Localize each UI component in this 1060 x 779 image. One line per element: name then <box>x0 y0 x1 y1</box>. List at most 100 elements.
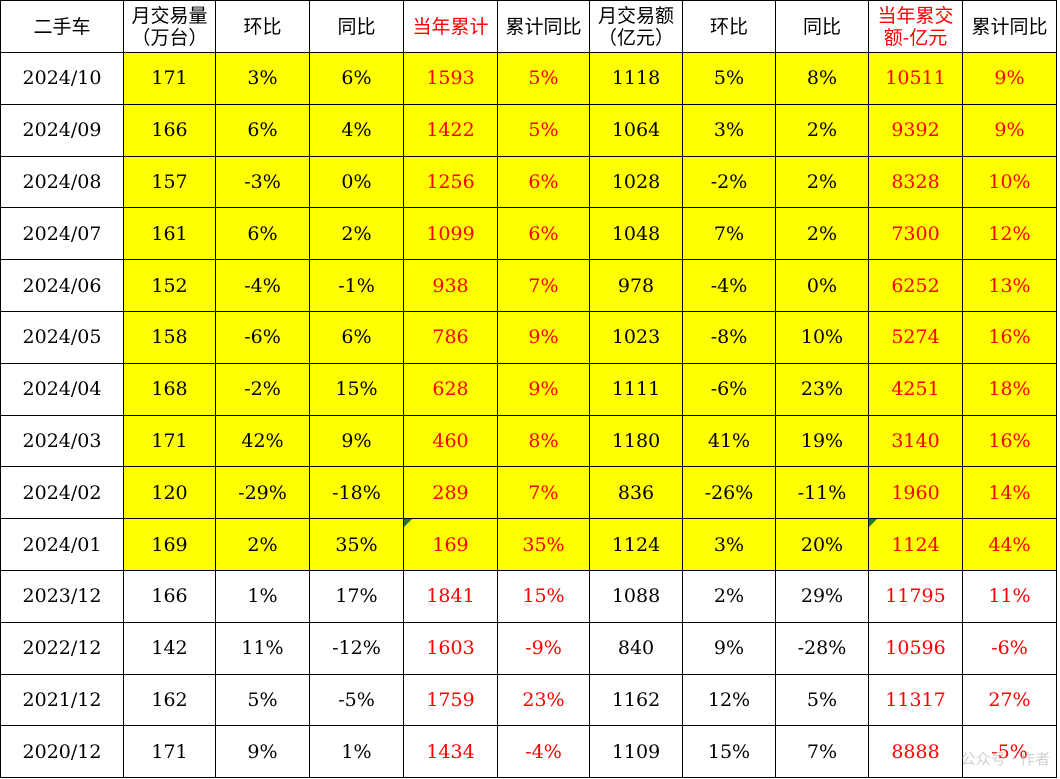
value-cell: 7300 <box>868 207 963 261</box>
value-cell: 1841 <box>403 569 498 623</box>
value-cell: 13% <box>962 259 1057 312</box>
value-cell: 1% <box>309 725 404 779</box>
table-body: 2024/10 171 3% 6% 1593 5% 1118 5% 8% 10511 9% 2024/… <box>0 52 1057 779</box>
value-cell: -3% <box>215 155 310 209</box>
value-cell: -5% <box>962 725 1057 779</box>
value-cell: 978 <box>589 259 683 312</box>
value-cell: 15% <box>682 725 776 779</box>
value-cell: -9% <box>497 621 590 675</box>
table-row: 2024/08 157 -3% 0% 1256 6% 1028 -2% 2% 8328 10% <box>0 155 1057 209</box>
value-cell: 1088 <box>589 569 683 623</box>
value-cell: 120 <box>123 466 216 520</box>
value-cell: 42% <box>215 414 310 468</box>
value-cell: -6% <box>962 621 1057 675</box>
table-row: 2022/12 142 11% -12% 1603 -9% 840 9% -28% 10596 -6… <box>0 621 1057 675</box>
value-cell: 9% <box>682 621 776 675</box>
value-cell: 1124 <box>589 518 683 571</box>
value-cell: 18% <box>962 362 1057 416</box>
value-cell: 8% <box>775 52 869 105</box>
value-cell: 17% <box>309 569 404 623</box>
value-cell: 5% <box>497 103 590 157</box>
value-cell: -2% <box>215 362 310 416</box>
value-cell: 171 <box>123 52 216 105</box>
table-row: 2024/05 158 -6% 6% 786 9% 1023 -8% 10% 5274 16% <box>0 310 1057 364</box>
value-cell: 29% <box>775 569 869 623</box>
value-cell: 44% <box>962 518 1057 571</box>
value-cell: 3% <box>682 103 776 157</box>
value-cell: 0% <box>309 155 404 209</box>
value-cell: 2% <box>682 569 776 623</box>
value-cell: 1048 <box>589 207 683 261</box>
column-header: 月交易量（万台） <box>123 0 216 53</box>
value-cell: 27% <box>962 673 1057 727</box>
value-cell: 5% <box>497 52 590 105</box>
value-cell: -4% <box>682 259 776 312</box>
value-cell: 10% <box>962 155 1057 209</box>
table-row: 2024/07 161 6% 2% 1099 6% 1048 7% 2% 7300 12% <box>0 207 1057 261</box>
value-cell: 2% <box>215 518 310 571</box>
value-cell: 628 <box>403 362 498 416</box>
column-header: 二手车 <box>0 0 124 53</box>
value-cell: 169 <box>403 518 498 571</box>
value-cell: 166 <box>123 103 216 157</box>
value-cell: 11795 <box>868 569 963 623</box>
value-cell: 158 <box>123 310 216 364</box>
column-header: 月交易额（亿元） <box>589 0 683 53</box>
value-cell: 9% <box>962 103 1057 157</box>
value-cell: 840 <box>589 621 683 675</box>
value-cell: 1064 <box>589 103 683 157</box>
table-row: 2021/12 162 5% -5% 1759 23% 1162 12% 5% 11317 27% <box>0 673 1057 727</box>
value-cell: 23% <box>775 362 869 416</box>
period-cell: 2024/05 <box>0 310 124 364</box>
value-cell: 11% <box>962 569 1057 623</box>
value-cell: 6% <box>309 310 404 364</box>
table-row: 2023/12 166 1% 17% 1841 15% 1088 2% 29% 11795 11% <box>0 569 1057 623</box>
value-cell: 1162 <box>589 673 683 727</box>
value-cell: 7% <box>775 725 869 779</box>
value-cell: 142 <box>123 621 216 675</box>
value-cell: 836 <box>589 466 683 520</box>
value-cell: 9% <box>497 310 590 364</box>
value-cell: 10% <box>775 310 869 364</box>
value-cell: 8% <box>497 414 590 468</box>
watermark: 公众号 · 作者 <box>960 750 1050 768</box>
value-cell: -12% <box>309 621 404 675</box>
value-cell: 6% <box>309 52 404 105</box>
value-cell: 14% <box>962 466 1057 520</box>
value-cell: 9% <box>497 362 590 416</box>
value-cell: 166 <box>123 569 216 623</box>
period-cell: 2024/04 <box>0 362 124 416</box>
value-cell: 1028 <box>589 155 683 209</box>
value-cell: 9% <box>215 725 310 779</box>
table-row: 2020/12 171 9% 1% 1434 -4% 1109 15% 7% 8888 -5% <box>0 725 1057 779</box>
value-cell: 5274 <box>868 310 963 364</box>
value-cell: 1593 <box>403 52 498 105</box>
value-cell: 23% <box>497 673 590 727</box>
value-cell: 11317 <box>868 673 963 727</box>
table-row: 2024/03 171 42% 9% 460 8% 1180 41% 19% 3140 16% <box>0 414 1057 468</box>
value-cell: 168 <box>123 362 216 416</box>
column-header: 当年累交额-亿元 <box>868 0 963 53</box>
value-cell: 3% <box>682 518 776 571</box>
column-header: 同比 <box>309 0 404 53</box>
value-cell: 1256 <box>403 155 498 209</box>
table-row: 2024/01 169 2% 35% 169 35% 1124 3% 20% 1124 44% <box>0 518 1057 571</box>
period-cell: 2024/03 <box>0 414 124 468</box>
column-header: 环比 <box>682 0 776 53</box>
value-cell: 8328 <box>868 155 963 209</box>
value-cell: 1124 <box>868 518 963 571</box>
value-cell: 786 <box>403 310 498 364</box>
value-cell: 16% <box>962 414 1057 468</box>
value-cell: 2% <box>775 155 869 209</box>
value-cell: 35% <box>497 518 590 571</box>
value-cell: -29% <box>215 466 310 520</box>
value-cell: 1109 <box>589 725 683 779</box>
value-cell: 1180 <box>589 414 683 468</box>
value-cell: 16% <box>962 310 1057 364</box>
value-cell: 9392 <box>868 103 963 157</box>
table-row: 2024/04 168 -2% 15% 628 9% 1111 -6% 23% 4251 18% <box>0 362 1057 416</box>
period-cell: 2022/12 <box>0 621 124 675</box>
table-row: 2024/06 152 -4% -1% 938 7% 978 -4% 0% 6252 13% <box>0 259 1057 312</box>
column-header: 当年累计 <box>403 0 498 53</box>
